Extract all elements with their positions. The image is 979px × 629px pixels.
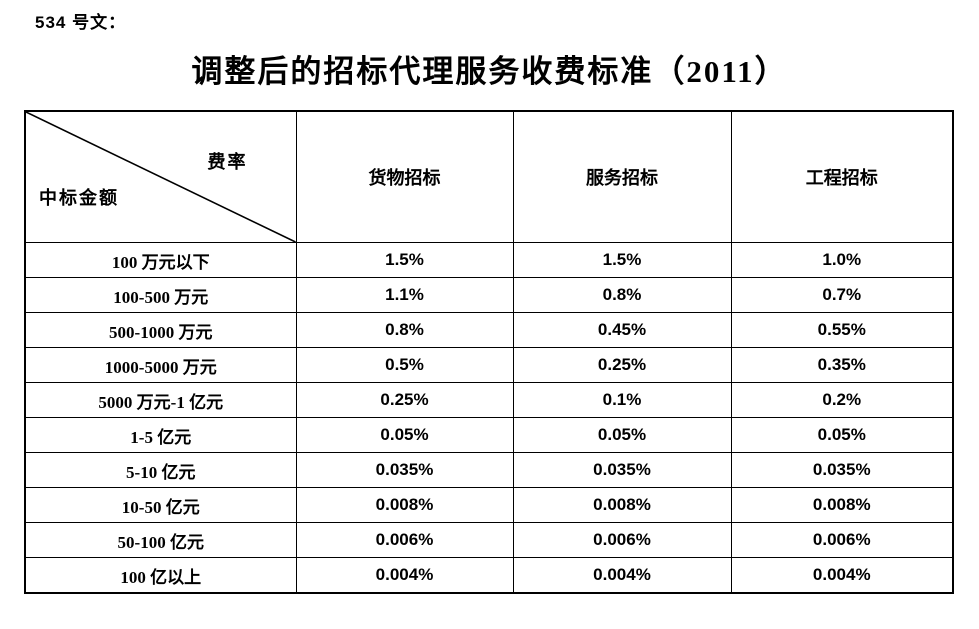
row-label: 1000-5000 万元 bbox=[24, 347, 297, 383]
fee-value: 0.05% bbox=[295, 417, 514, 453]
fee-value: 0.1% bbox=[512, 382, 732, 418]
table-row: 1000-5000 万元 0.5% 0.25% 0.35% bbox=[24, 347, 954, 383]
fee-value: 0.25% bbox=[512, 347, 732, 383]
fee-value: 0.05% bbox=[730, 417, 954, 453]
fee-value: 0.25% bbox=[295, 382, 514, 418]
doc-number: 534 号文： bbox=[35, 13, 127, 32]
fee-value: 1.0% bbox=[730, 242, 954, 278]
fee-value: 0.5% bbox=[295, 347, 514, 383]
fee-value: 0.2% bbox=[730, 382, 954, 418]
fee-value: 0.006% bbox=[512, 522, 732, 558]
fee-value: 0.35% bbox=[730, 347, 954, 383]
corner-label-rate: 费率 bbox=[207, 152, 248, 172]
fee-value: 0.008% bbox=[512, 487, 732, 523]
table-row: 100 亿以上 0.004% 0.004% 0.004% bbox=[24, 557, 954, 594]
column-header-engineering: 工程招标 bbox=[730, 110, 954, 243]
fee-value: 0.004% bbox=[295, 557, 514, 594]
row-label: 5000 万元-1 亿元 bbox=[24, 382, 297, 418]
column-header-services: 服务招标 bbox=[512, 110, 732, 243]
row-label: 100 万元以下 bbox=[24, 242, 297, 278]
fee-value: 0.45% bbox=[512, 312, 732, 348]
table-row: 1-5 亿元 0.05% 0.05% 0.05% bbox=[24, 417, 954, 453]
fee-rate-table: 费率 中标金额 货物招标 服务招标 工程招标 100 万元以下 1.5% 1.5… bbox=[24, 110, 954, 594]
row-label: 5-10 亿元 bbox=[24, 452, 297, 488]
corner-label-amount: 中标金额 bbox=[39, 188, 119, 208]
fee-value: 0.035% bbox=[295, 452, 514, 488]
row-label: 500-1000 万元 bbox=[24, 312, 297, 348]
fee-value: 0.05% bbox=[512, 417, 732, 453]
fee-value: 1.5% bbox=[512, 242, 732, 278]
row-label: 100 亿以上 bbox=[24, 557, 297, 594]
fee-value: 1.1% bbox=[295, 277, 514, 313]
row-label: 10-50 亿元 bbox=[24, 487, 297, 523]
table-row: 5000 万元-1 亿元 0.25% 0.1% 0.2% bbox=[24, 382, 954, 418]
table-row: 100-500 万元 1.1% 0.8% 0.7% bbox=[24, 277, 954, 313]
table-row: 10-50 亿元 0.008% 0.008% 0.008% bbox=[24, 487, 954, 523]
fee-value: 0.8% bbox=[512, 277, 732, 313]
column-header-goods: 货物招标 bbox=[295, 110, 514, 243]
fee-value: 0.004% bbox=[512, 557, 732, 594]
diagonal-divider-line bbox=[26, 112, 296, 242]
fee-value: 0.035% bbox=[730, 452, 954, 488]
table-row: 50-100 亿元 0.006% 0.006% 0.006% bbox=[24, 522, 954, 558]
fee-value: 0.55% bbox=[730, 312, 954, 348]
table-header-row: 费率 中标金额 货物招标 服务招标 工程招标 bbox=[24, 110, 954, 243]
fee-value: 0.006% bbox=[730, 522, 954, 558]
row-label: 50-100 亿元 bbox=[24, 522, 297, 558]
fee-value: 0.006% bbox=[295, 522, 514, 558]
table-row: 5-10 亿元 0.035% 0.035% 0.035% bbox=[24, 452, 954, 488]
fee-value: 0.008% bbox=[295, 487, 514, 523]
fee-value: 0.8% bbox=[295, 312, 514, 348]
fee-value: 0.008% bbox=[730, 487, 954, 523]
fee-value: 0.004% bbox=[730, 557, 954, 594]
fee-value: 1.5% bbox=[295, 242, 514, 278]
corner-header-cell: 费率 中标金额 bbox=[24, 110, 297, 243]
table-row: 500-1000 万元 0.8% 0.45% 0.55% bbox=[24, 312, 954, 348]
fee-value: 0.035% bbox=[512, 452, 732, 488]
fee-value: 0.7% bbox=[730, 277, 954, 313]
page-title: 调整后的招标代理服务收费标准（2011） bbox=[191, 54, 788, 89]
table-row: 100 万元以下 1.5% 1.5% 1.0% bbox=[24, 242, 954, 278]
row-label: 1-5 亿元 bbox=[24, 417, 297, 453]
row-label: 100-500 万元 bbox=[24, 277, 297, 313]
